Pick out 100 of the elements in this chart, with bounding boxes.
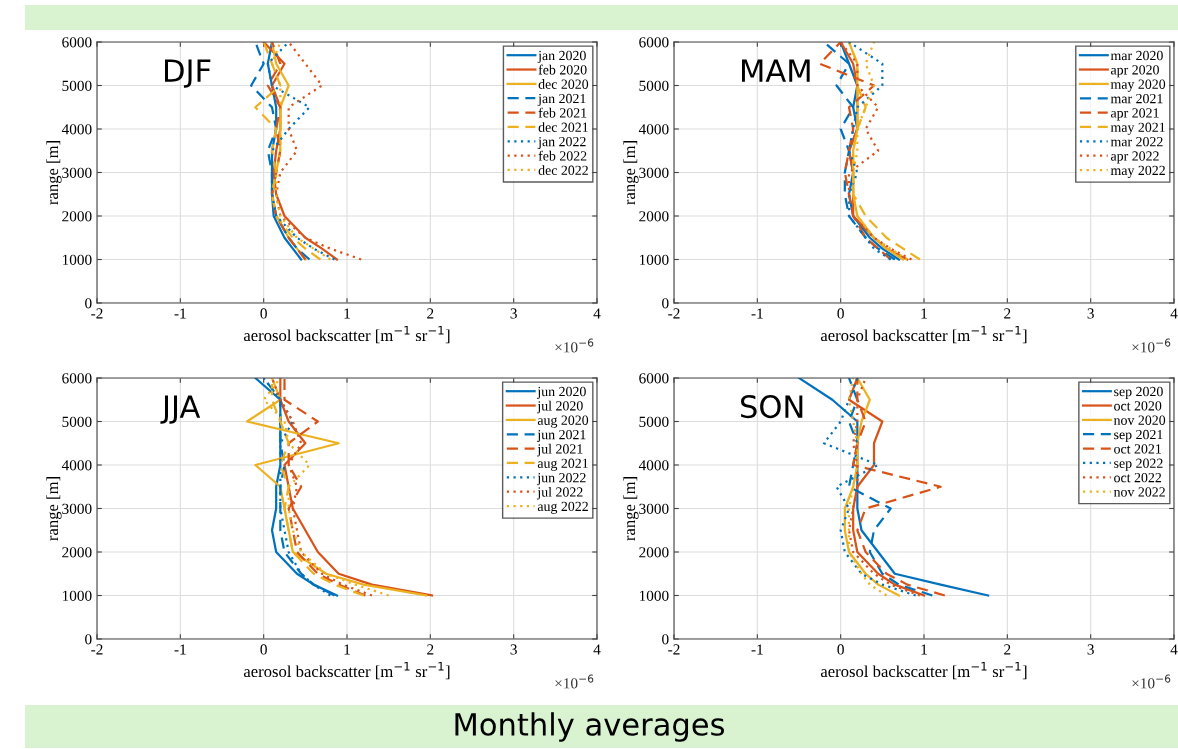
x-tick-label: -1 (174, 644, 186, 655)
legend-label: aug 2021 (537, 458, 588, 471)
legend-label: apr 2021 (1110, 108, 1159, 121)
y-tick-label: 5000 (62, 416, 92, 427)
y-tick-label: 0 (85, 634, 92, 645)
x-tick-label: 4 (593, 644, 601, 655)
legend-label: jun 2020 (536, 386, 586, 400)
y-tick-label: 0 (662, 634, 669, 645)
text: ×10$^{−6}$ (555, 674, 594, 689)
y-tick-label: 6000 (639, 37, 669, 48)
legend-label: may 2020 (1110, 79, 1166, 92)
legend-label: aug 2020 (537, 415, 589, 428)
text: ×10$^{−6}$ (1132, 338, 1171, 353)
y-tick-label: 0 (85, 298, 92, 309)
y-tick-label: 5000 (62, 80, 92, 91)
y-tick-label: 2000 (62, 211, 92, 222)
x-tick-label: 3 (1087, 644, 1094, 655)
y-tick-label: 4000 (638, 460, 669, 471)
legend-label: dec 2021 (538, 122, 588, 132)
legend-label: nov 2020 (1113, 415, 1166, 425)
x-axis-title: aerosol backscatter [m$^{−1}$ sr$^{−1}$] (820, 326, 1027, 344)
x-tick-label: 2 (427, 308, 434, 319)
y-tick-label: 4000 (61, 460, 92, 471)
annotation: MAM (742, 59, 810, 82)
x-tick-label: 3 (510, 308, 517, 319)
legend-label: jan 2022 (537, 136, 586, 150)
annotation: SON (741, 395, 803, 419)
legend-label: jul 2021 (536, 443, 583, 457)
legend-label: jun 2022 (536, 472, 586, 486)
legend-label: feb 2021 (538, 107, 587, 118)
x-tick-label: 2 (1004, 308, 1011, 319)
legend-label: mar 2022 (1110, 136, 1163, 147)
y-axis-title: range [m] (46, 477, 62, 541)
legend-label: oct 2021 (1114, 444, 1161, 454)
legend-label: may 2021 (1110, 122, 1165, 135)
legend-label: oct 2020 (1114, 401, 1162, 411)
x-tick-label: 3 (1087, 308, 1094, 319)
y-axis-title: range [m] (623, 477, 639, 541)
legend-label: mar 2020 (1110, 50, 1163, 61)
legend-label: jan 2021 (537, 93, 586, 107)
legend-label: sep 2020 (1114, 386, 1163, 400)
x-tick-label: 0 (260, 644, 267, 655)
y-tick-label: 5000 (639, 416, 669, 427)
y-tick-label: 6000 (62, 37, 92, 48)
x-axis-title: aerosol backscatter [m$^{−1}$ sr$^{−1}$] (243, 662, 450, 680)
y-tick-label: 5000 (639, 80, 669, 91)
y-tick-label: 3000 (62, 503, 92, 514)
x-tick-label: 4 (1170, 644, 1178, 655)
legend-label: apr 2020 (1110, 65, 1159, 78)
y-tick-label: 3000 (639, 503, 669, 514)
legend-label: oct 2022 (1114, 472, 1162, 483)
x-tick-label: 4 (593, 308, 601, 319)
text: ×10$^{−6}$ (1132, 674, 1171, 689)
y-tick-label: 3000 (639, 167, 669, 178)
legend-label: nov 2022 (1113, 487, 1165, 497)
legend-label: aug 2022 (537, 501, 588, 514)
y-tick-label: 2000 (62, 547, 92, 558)
y-tick-label: 2000 (639, 547, 669, 558)
x-tick-label: 0 (260, 308, 267, 319)
x-tick-label: 2 (1004, 644, 1011, 655)
x-tick-label: 3 (510, 644, 517, 655)
y-tick-label: 1000 (62, 590, 92, 601)
y-tick-label: 1000 (639, 254, 669, 265)
x-tick-label: 0 (837, 644, 844, 655)
x-tick-label: 1 (921, 644, 927, 655)
text: Monthly averages (455, 712, 725, 742)
y-tick-label: 6000 (62, 373, 92, 384)
x-tick-label: -2 (668, 644, 680, 655)
y-tick-label: 1000 (62, 254, 92, 265)
legend-label: jul 2020 (536, 400, 583, 414)
x-axis-title: aerosol backscatter [m$^{−1}$ sr$^{−1}$] (243, 326, 450, 344)
legend-label: dec 2022 (538, 165, 588, 175)
y-tick-label: 0 (662, 298, 669, 309)
y-tick-label: 4000 (61, 124, 92, 135)
x-tick-label: 1 (921, 308, 927, 319)
x-tick-label: 1 (344, 308, 350, 319)
x-tick-label: 4 (1170, 308, 1178, 319)
legend-label: sep 2021 (1114, 429, 1163, 443)
x-tick-label: 2 (427, 644, 434, 655)
legend-label: mar 2021 (1110, 93, 1163, 104)
annotation: JJA (160, 395, 201, 424)
legend-label: feb 2020 (538, 64, 587, 75)
y-tick-label: 2000 (639, 211, 669, 222)
legend-label: dec 2020 (538, 79, 589, 89)
y-tick-label: 3000 (62, 167, 92, 178)
legend-label: jul 2022 (536, 486, 583, 500)
y-axis-title: range [m] (46, 141, 62, 205)
x-tick-label: -1 (751, 308, 763, 319)
x-tick-label: -1 (751, 644, 763, 655)
legend-label: sep 2022 (1114, 458, 1163, 471)
legend-label: jan 2020 (537, 50, 586, 64)
text: ×10$^{−6}$ (555, 338, 594, 353)
y-axis-title: range [m] (623, 141, 639, 205)
y-tick-label: 1000 (639, 590, 669, 601)
legend-label: feb 2022 (538, 150, 587, 161)
annotation: DJF (165, 59, 211, 88)
x-tick-label: 0 (837, 308, 844, 319)
x-tick-label: 1 (344, 644, 350, 655)
x-tick-label: -1 (174, 308, 186, 319)
x-axis-title: aerosol backscatter [m$^{−1}$ sr$^{−1}$] (820, 662, 1027, 680)
